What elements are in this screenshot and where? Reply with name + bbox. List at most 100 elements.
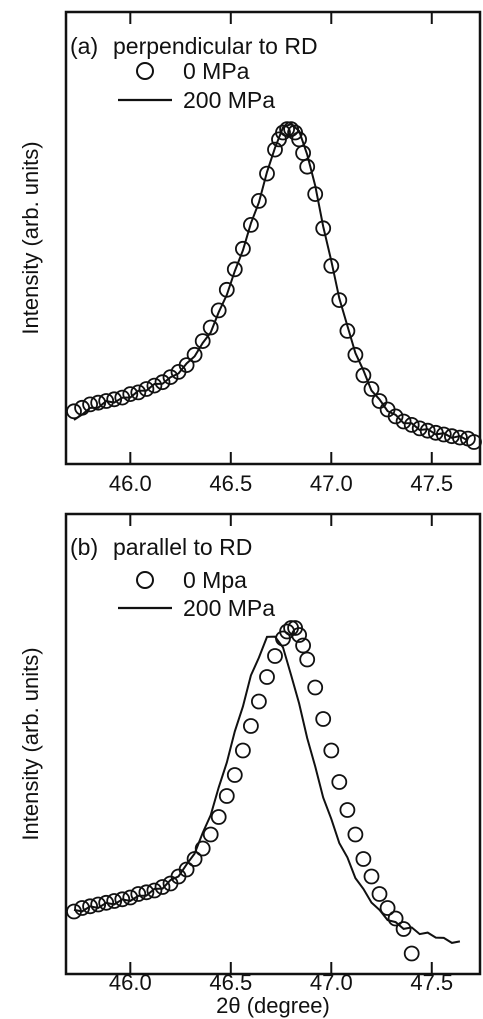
data-point-0mpa xyxy=(279,121,296,138)
x-tick-label-460: 46.0 xyxy=(109,970,152,995)
data-point-0mpa xyxy=(242,718,259,734)
data-point-0mpa xyxy=(355,851,372,867)
panel-label: (b) xyxy=(70,534,98,560)
data-point-0mpa xyxy=(114,891,131,908)
data-point-0mpa xyxy=(411,420,428,437)
data-point-0mpa xyxy=(307,186,324,203)
data-point-0mpa xyxy=(138,884,155,901)
data-point-0mpa xyxy=(355,367,372,384)
data-point-0mpa xyxy=(130,886,147,902)
data-point-0mpa xyxy=(90,896,107,913)
data-point-0mpa xyxy=(66,403,82,420)
data-point-0mpa xyxy=(106,391,123,408)
data-point-0mpa xyxy=(210,302,227,319)
data-point-0mpa xyxy=(178,357,195,374)
data-point-0mpa xyxy=(299,651,316,668)
data-point-0mpa xyxy=(267,648,283,664)
plot-frame xyxy=(64,512,482,976)
data-point-0mpa xyxy=(250,192,267,209)
series-200mpa-group xyxy=(73,122,469,442)
data-point-0mpa xyxy=(466,434,482,450)
data-point-0mpa xyxy=(226,767,243,783)
data-point-0mpa xyxy=(210,809,227,825)
data-point-0mpa xyxy=(363,868,380,885)
data-point-0mpa xyxy=(202,826,219,843)
series-0mpa-group xyxy=(66,620,420,962)
series-0mpa-group xyxy=(66,121,482,450)
data-point-0mpa xyxy=(154,879,171,895)
data-point-0mpa xyxy=(291,627,308,643)
data-point-0mpa xyxy=(130,384,147,401)
panel-title: perpendicular to RD xyxy=(113,33,318,59)
x-tick-label-465: 46.5 xyxy=(209,471,252,496)
data-point-0mpa xyxy=(146,377,163,394)
data-point-0mpa xyxy=(395,413,412,430)
data-point-0mpa xyxy=(307,679,324,696)
data-point-0mpa xyxy=(395,921,412,937)
data-point-0mpa xyxy=(186,851,203,867)
legend-label-200mpa: 200 MPa xyxy=(183,87,275,113)
data-point-0mpa xyxy=(242,216,259,233)
data-point-0mpa xyxy=(279,623,296,640)
data-point-0mpa xyxy=(90,394,107,411)
data-point-0mpa xyxy=(347,346,364,363)
data-point-0mpa xyxy=(331,774,348,790)
data-point-0mpa xyxy=(218,788,235,804)
data-point-0mpa xyxy=(443,428,460,445)
data-point-0mpa xyxy=(379,900,396,916)
data-point-0mpa xyxy=(218,281,235,298)
data-point-0mpa xyxy=(162,369,179,386)
data-point-0mpa xyxy=(371,393,388,409)
data-point-0mpa xyxy=(403,945,420,962)
data-point-0mpa xyxy=(419,422,436,439)
y-axis-label: Intensity (arb. units) xyxy=(18,647,43,840)
x-tick-label-470: 47.0 xyxy=(310,970,353,995)
data-point-0mpa xyxy=(323,742,340,759)
data-point-0mpa xyxy=(122,889,139,906)
data-point-0mpa xyxy=(98,393,115,409)
data-point-0mpa xyxy=(267,141,283,158)
data-point-0mpa xyxy=(234,742,251,759)
data-point-0mpa xyxy=(427,424,444,441)
data-point-0mpa xyxy=(178,861,195,878)
data-point-0mpa xyxy=(371,886,388,902)
data-point-0mpa xyxy=(122,386,139,403)
legend-marker-0mpa xyxy=(136,62,154,80)
data-point-0mpa xyxy=(114,389,131,406)
data-point-0mpa xyxy=(295,145,312,161)
data-point-0mpa xyxy=(226,261,243,278)
data-point-0mpa xyxy=(323,257,340,274)
data-point-0mpa xyxy=(194,840,211,857)
data-point-0mpa xyxy=(451,429,468,446)
data-point-0mpa xyxy=(259,165,275,182)
legend-label-0mpa: 0 Mpa xyxy=(183,567,247,593)
data-point-0mpa xyxy=(66,903,82,920)
series-200mpa-group xyxy=(73,635,461,944)
x-tick-label-475: 47.5 xyxy=(410,970,453,995)
data-point-0mpa xyxy=(331,292,348,309)
legend-label-0mpa: 0 MPa xyxy=(183,58,250,84)
data-point-0mpa xyxy=(299,158,316,175)
data-point-0mpa xyxy=(363,381,380,397)
panel-a: 46.0 46.5 47.0 47.5 (a) perpendicular to RD… xyxy=(18,10,482,496)
data-point-0mpa xyxy=(387,408,404,425)
data-point-0mpa xyxy=(98,894,115,911)
x-tick-label-475: 47.5 xyxy=(410,471,453,496)
panel-b: 46.0 46.5 47.0 47.5 (b) parallel to RD 0 Mp… xyxy=(18,512,482,1018)
data-point-0mpa xyxy=(82,396,98,413)
series-line-200mpa xyxy=(73,122,469,442)
legend-marker-0mpa xyxy=(136,571,154,589)
panel-label: (a) xyxy=(70,33,98,59)
plot-frame xyxy=(64,10,482,466)
data-point-0mpa xyxy=(275,124,291,141)
x-ticks: 46.0 46.5 47.0 47.5 xyxy=(109,12,453,496)
x-tick-label-470: 47.0 xyxy=(310,471,353,496)
x-axis-label: 2θ (degree) xyxy=(216,993,330,1018)
data-point-0mpa xyxy=(202,319,219,336)
data-point-0mpa xyxy=(387,910,404,927)
data-point-0mpa xyxy=(315,711,332,727)
data-point-0mpa xyxy=(339,802,356,818)
data-point-0mpa xyxy=(186,346,203,363)
data-point-0mpa xyxy=(234,240,251,257)
